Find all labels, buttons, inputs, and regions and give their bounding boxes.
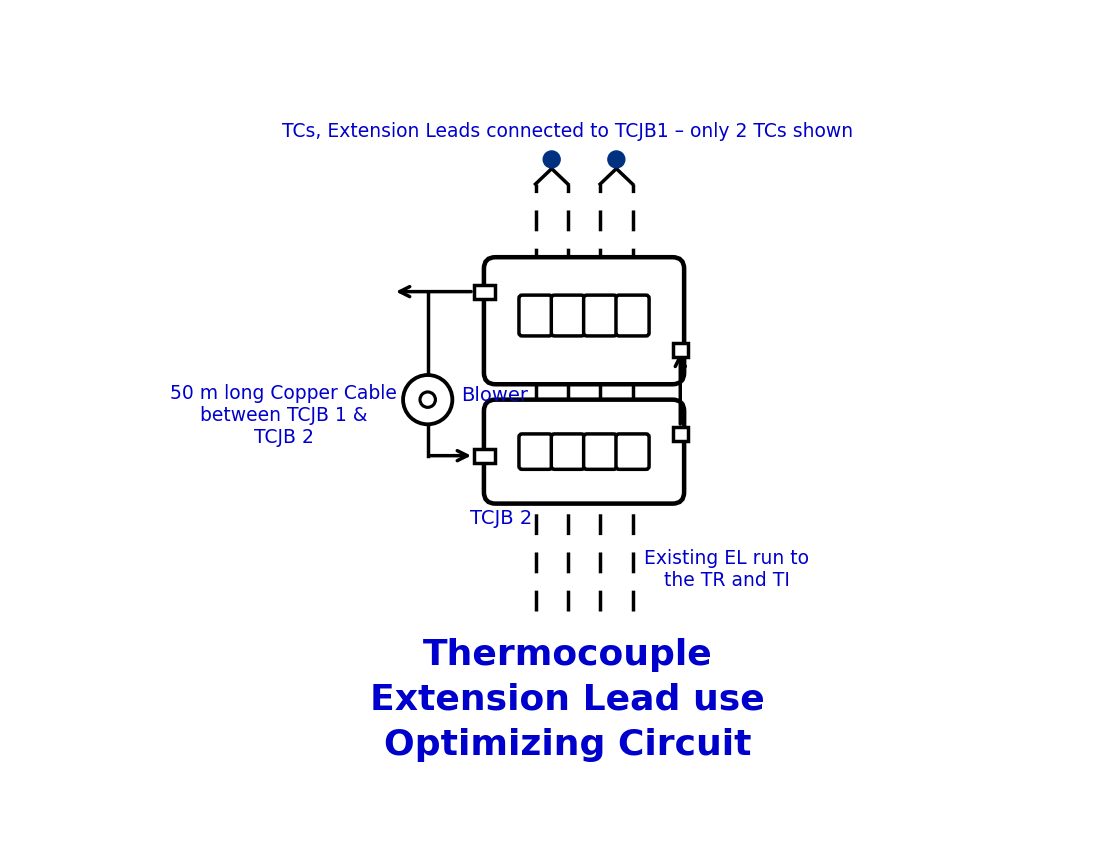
FancyBboxPatch shape xyxy=(552,434,584,470)
Circle shape xyxy=(420,392,435,408)
FancyBboxPatch shape xyxy=(484,257,684,384)
FancyBboxPatch shape xyxy=(616,434,649,470)
Circle shape xyxy=(608,151,625,168)
FancyBboxPatch shape xyxy=(616,295,649,336)
Circle shape xyxy=(403,375,452,424)
Text: 50 m long Copper Cable
between TCJB 1 &
TCJB 2: 50 m long Copper Cable between TCJB 1 & … xyxy=(171,384,397,446)
Circle shape xyxy=(543,151,561,168)
Text: Thermocouple
Extension Lead use
Optimizing Circuit: Thermocouple Extension Lead use Optimizi… xyxy=(370,638,766,762)
FancyBboxPatch shape xyxy=(584,295,617,336)
Bar xyxy=(474,449,495,463)
FancyBboxPatch shape xyxy=(519,434,552,470)
FancyBboxPatch shape xyxy=(584,434,617,470)
Text: Blower: Blower xyxy=(462,386,529,405)
FancyBboxPatch shape xyxy=(484,400,684,504)
Text: Existing EL run to
the TR and TI: Existing EL run to the TR and TI xyxy=(644,549,809,590)
Bar xyxy=(673,343,688,357)
Text: TCs, Extension Leads connected to TCJB1 – only 2 TCs shown: TCs, Extension Leads connected to TCJB1 … xyxy=(283,122,853,141)
Text: TCJB 2: TCJB 2 xyxy=(470,509,532,528)
Bar xyxy=(673,427,688,441)
FancyBboxPatch shape xyxy=(552,295,584,336)
FancyBboxPatch shape xyxy=(519,295,552,336)
Bar xyxy=(474,285,495,298)
